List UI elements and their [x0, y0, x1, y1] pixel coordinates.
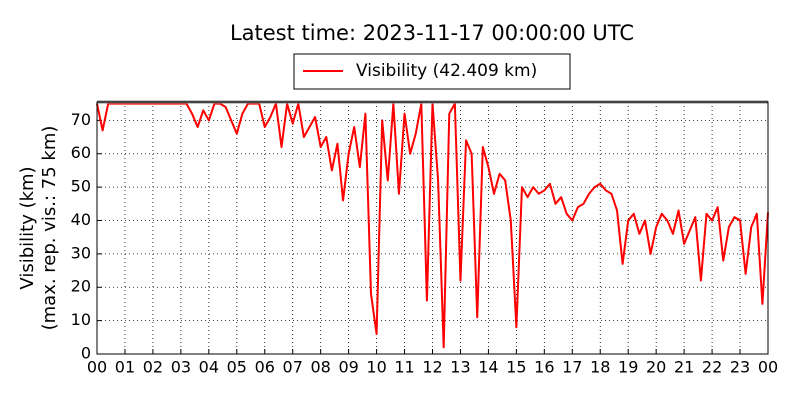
x-tick-label: 18 — [590, 358, 610, 377]
plot-frame — [96, 101, 769, 355]
x-tick-label: 02 — [143, 358, 163, 377]
y-tick-label: 50 — [71, 177, 91, 196]
x-tick-label: 03 — [171, 358, 191, 377]
x-tick-label: 21 — [674, 358, 694, 377]
x-tick-label: 00 — [758, 358, 778, 377]
x-tick-label: 19 — [618, 358, 638, 377]
x-tick-label: 05 — [227, 358, 247, 377]
x-tick-label: 04 — [199, 358, 219, 377]
y-tick-label: 30 — [71, 243, 91, 262]
y-axis-label: (max. rep. vis.: 75 km) — [39, 126, 60, 331]
x-tick-label: 00 — [87, 358, 107, 377]
x-tick-label: 07 — [283, 358, 303, 377]
y-axis-label: Visibility (km) — [17, 166, 38, 289]
x-tick-label: 16 — [534, 358, 554, 377]
x-tick-label: 09 — [338, 358, 358, 377]
x-tick-label: 22 — [702, 358, 722, 377]
y-tick-label: 0 — [81, 344, 91, 363]
chart-title: Latest time: 2023-11-17 00:00:00 UTC — [230, 21, 634, 45]
y-tick-label: 10 — [71, 310, 91, 329]
x-tick-label: 13 — [450, 358, 470, 377]
y-tick-label: 70 — [71, 110, 91, 129]
y-tick-label: 20 — [71, 277, 91, 296]
y-tick-label: 40 — [71, 210, 91, 229]
x-tick-label: 14 — [478, 358, 498, 377]
x-tick-label: 17 — [562, 358, 582, 377]
y-tick-label: 60 — [71, 143, 91, 162]
x-tick-label: 20 — [646, 358, 666, 377]
x-tick-label: 08 — [310, 358, 330, 377]
x-tick-label: 01 — [115, 358, 135, 377]
x-tick-label: 10 — [366, 358, 386, 377]
x-tick-label: 15 — [506, 358, 526, 377]
legend-label: Visibility (42.409 km) — [356, 61, 537, 81]
series-line — [96, 102, 769, 349]
x-tick-label: 23 — [730, 358, 750, 377]
x-tick-label: 12 — [422, 358, 442, 377]
x-tick-label: 11 — [394, 358, 414, 377]
x-tick-label: 06 — [255, 358, 275, 377]
